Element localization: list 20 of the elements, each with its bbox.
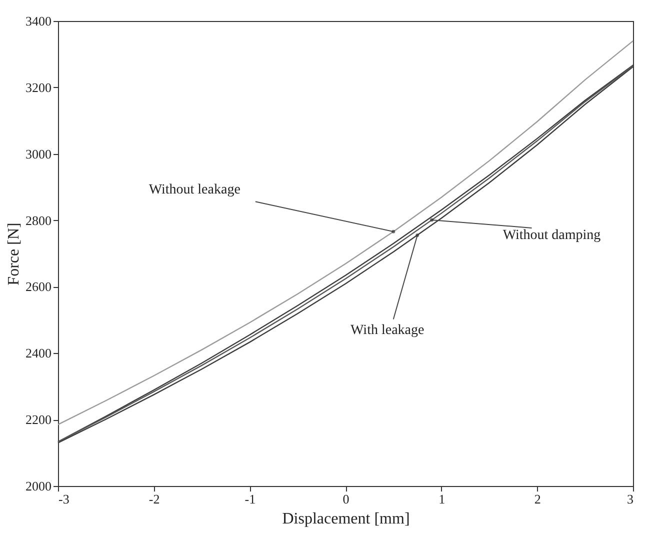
x-tick-label: -3 — [58, 492, 70, 506]
y-tick-label: 2600 — [26, 279, 52, 294]
x-axis-title: Displacement [mm] — [282, 510, 410, 528]
x-tick-label: -1 — [244, 492, 256, 506]
y-tick-label: 3400 — [26, 14, 52, 28]
x-tick-label: 1 — [438, 492, 446, 506]
annotation: Without leakage — [148, 182, 240, 198]
y-tick-label: 2400 — [26, 346, 52, 361]
x-tick-label: 2 — [534, 492, 541, 506]
y-tick-label: 3000 — [26, 146, 52, 162]
x-tick-label: -2 — [148, 492, 160, 506]
y-tick-label: 2000 — [26, 478, 52, 494]
annotation: With leakage — [350, 323, 424, 338]
y-axis-title: Force [N] — [6, 222, 22, 286]
x-tick-label: 3 — [627, 492, 634, 506]
y-tick-label: 2800 — [26, 212, 52, 228]
x-tick-label: 0 — [342, 492, 350, 506]
annotation: Without damping — [502, 228, 601, 243]
y-tick-label: 2200 — [26, 412, 52, 428]
y-tick-label: 3200 — [26, 80, 52, 95]
